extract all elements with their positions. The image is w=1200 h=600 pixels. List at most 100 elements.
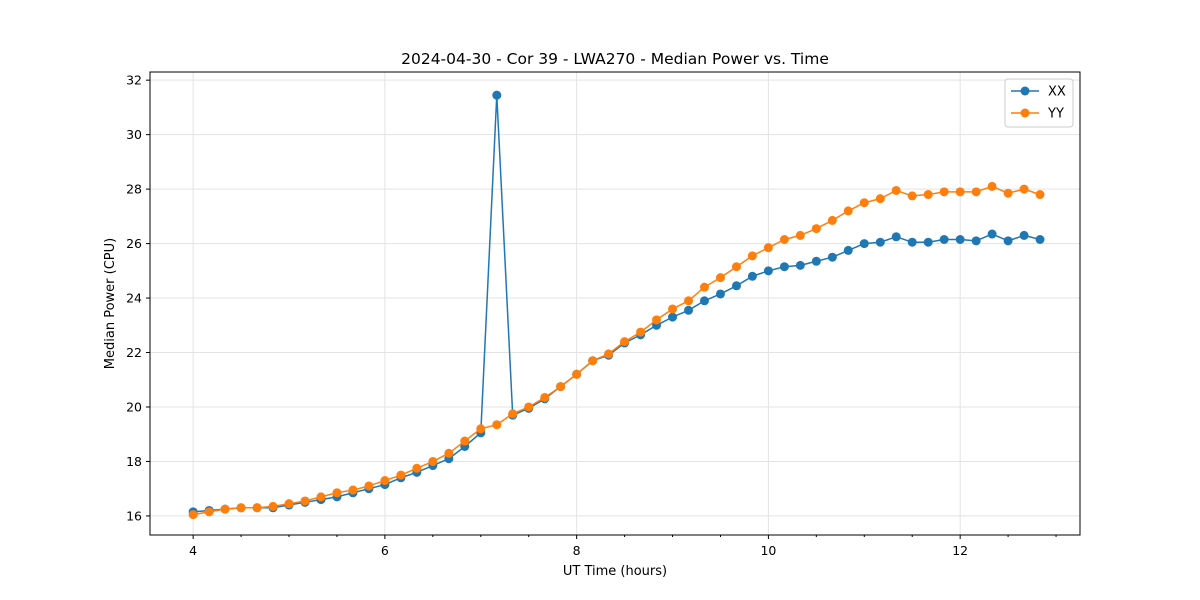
data-point-xx bbox=[763, 266, 773, 276]
data-point-yy bbox=[428, 456, 438, 466]
data-point-xx bbox=[955, 234, 965, 244]
data-point-yy bbox=[827, 215, 837, 225]
data-point-yy bbox=[779, 234, 789, 244]
data-point-yy bbox=[875, 194, 885, 204]
legend-label: XX bbox=[1048, 85, 1066, 100]
y-tick-label: 30 bbox=[126, 127, 142, 142]
data-point-yy bbox=[492, 420, 502, 430]
data-point-yy bbox=[699, 282, 709, 292]
legend-label: YY bbox=[1047, 107, 1064, 122]
data-point-xx bbox=[843, 245, 853, 255]
legend-marker bbox=[1020, 86, 1030, 96]
data-point-yy bbox=[460, 436, 470, 446]
data-point-xx bbox=[699, 296, 709, 306]
x-tick-label: 12 bbox=[952, 543, 968, 558]
data-point-yy bbox=[236, 503, 246, 513]
data-point-yy bbox=[923, 190, 933, 200]
data-point-yy bbox=[763, 243, 773, 253]
axis-ticks: 4 6 8 10 12 16 18 20 22 24 26 28 30 32 bbox=[126, 73, 1057, 558]
legend-item-xx: XX bbox=[1011, 85, 1066, 100]
data-point-yy bbox=[1035, 190, 1045, 200]
data-point-yy bbox=[364, 481, 374, 491]
data-point-xx bbox=[684, 305, 694, 315]
data-point-yy bbox=[220, 504, 230, 514]
data-point-yy bbox=[380, 476, 390, 486]
data-point-xx bbox=[747, 271, 757, 281]
data-point-xx bbox=[923, 237, 933, 247]
data-point-xx bbox=[1003, 236, 1013, 246]
plot-series bbox=[188, 90, 1045, 520]
data-point-xx bbox=[779, 262, 789, 272]
data-point-yy bbox=[508, 409, 518, 419]
data-point-yy bbox=[348, 485, 358, 495]
data-point-yy bbox=[396, 470, 406, 480]
data-point-yy bbox=[684, 296, 694, 306]
y-tick-label: 20 bbox=[126, 399, 142, 414]
data-point-yy bbox=[795, 230, 805, 240]
data-point-yy bbox=[971, 187, 981, 197]
legend-marker bbox=[1020, 108, 1030, 118]
x-tick-label: 6 bbox=[381, 543, 389, 558]
x-tick-label: 10 bbox=[760, 543, 776, 558]
data-point-xx bbox=[1035, 234, 1045, 244]
data-point-yy bbox=[652, 315, 662, 325]
data-point-yy bbox=[955, 187, 965, 197]
data-point-yy bbox=[444, 448, 454, 458]
data-point-yy bbox=[1003, 188, 1013, 198]
data-point-yy bbox=[316, 492, 326, 502]
data-point-xx bbox=[811, 256, 821, 266]
data-point-yy bbox=[524, 402, 534, 412]
data-point-yy bbox=[204, 507, 214, 517]
data-point-xx bbox=[859, 239, 869, 249]
data-point-yy bbox=[252, 503, 262, 513]
data-point-yy bbox=[412, 463, 422, 473]
data-point-yy bbox=[811, 224, 821, 234]
data-point-yy bbox=[332, 488, 342, 498]
data-point-yy bbox=[715, 273, 725, 283]
data-point-yy bbox=[556, 382, 566, 392]
x-axis-label: UT Time (hours) bbox=[563, 564, 667, 579]
data-point-yy bbox=[731, 262, 741, 272]
data-point-xx bbox=[939, 234, 949, 244]
data-point-yy bbox=[668, 304, 678, 314]
data-point-xx bbox=[1019, 230, 1029, 240]
data-point-yy bbox=[1019, 184, 1029, 194]
x-tick-label: 4 bbox=[189, 543, 197, 558]
data-point-yy bbox=[907, 191, 917, 201]
plot-frame bbox=[149, 71, 1081, 536]
data-point-yy bbox=[268, 501, 278, 511]
data-point-yy bbox=[604, 349, 614, 359]
data-point-xx bbox=[875, 237, 885, 247]
data-point-yy bbox=[891, 185, 901, 195]
data-point-yy bbox=[843, 206, 853, 216]
y-tick-label: 24 bbox=[126, 291, 142, 306]
data-point-yy bbox=[188, 510, 198, 520]
chart-title: 2024-04-30 - Cor 39 - LWA270 - Median Po… bbox=[401, 50, 829, 68]
data-point-yy bbox=[284, 499, 294, 509]
x-tick-label: 8 bbox=[573, 543, 581, 558]
data-point-yy bbox=[620, 337, 630, 347]
data-point-yy bbox=[588, 356, 598, 366]
data-point-xx bbox=[971, 236, 981, 246]
data-point-yy bbox=[747, 251, 757, 261]
data-point-xx bbox=[731, 281, 741, 291]
y-tick-label: 16 bbox=[126, 508, 142, 523]
y-tick-label: 22 bbox=[126, 345, 142, 360]
data-point-yy bbox=[987, 181, 997, 191]
data-point-xx bbox=[715, 289, 725, 299]
data-point-xx bbox=[907, 237, 917, 247]
legend: XX YY bbox=[1004, 78, 1074, 128]
data-point-xx bbox=[668, 312, 678, 322]
data-point-yy bbox=[636, 327, 646, 337]
data-point-xx bbox=[987, 229, 997, 239]
data-point-yy bbox=[300, 496, 310, 506]
data-point-xx bbox=[891, 232, 901, 242]
data-point-yy bbox=[859, 198, 869, 208]
legend-item-yy: YY bbox=[1011, 107, 1064, 122]
series-yy bbox=[188, 181, 1045, 520]
data-point-yy bbox=[572, 369, 582, 379]
data-point-xx bbox=[492, 90, 502, 100]
data-point-yy bbox=[939, 187, 949, 197]
